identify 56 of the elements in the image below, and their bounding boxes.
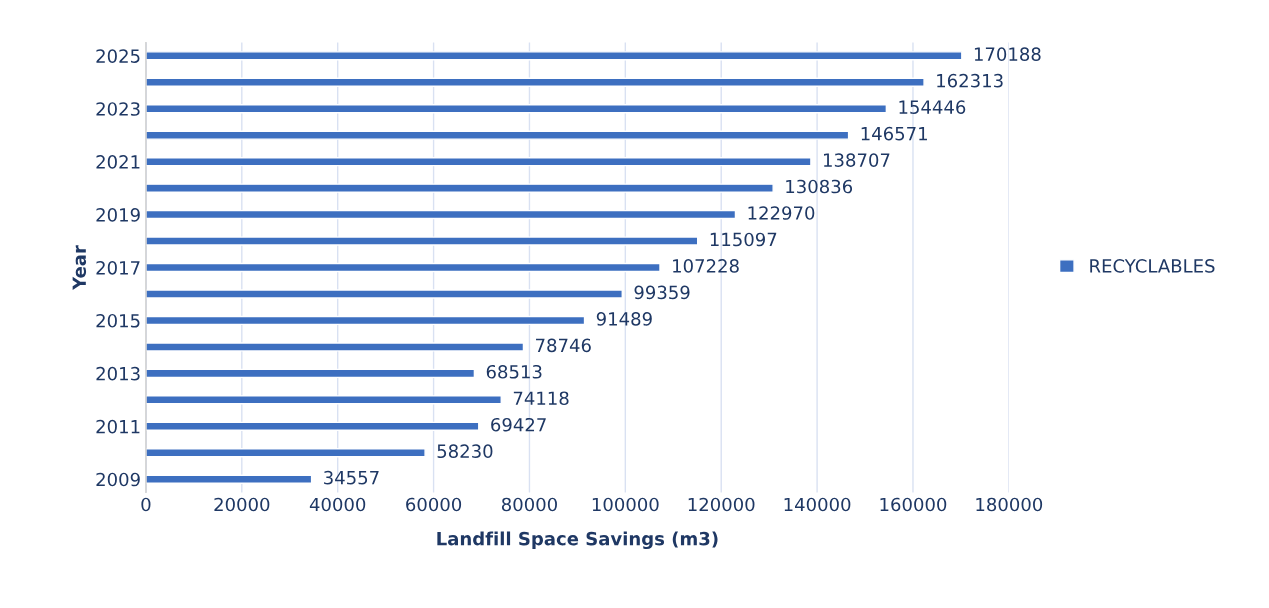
data-label: 74118 xyxy=(513,391,569,406)
data-label: 68513 xyxy=(486,364,542,379)
bar xyxy=(145,395,502,405)
y-tick-label: 2025 xyxy=(96,49,140,63)
y-tick-label: 2009 xyxy=(96,472,140,487)
x-tick-label: 20000 xyxy=(214,497,270,512)
x-tick-label: 40000 xyxy=(309,497,366,512)
bar xyxy=(145,236,699,246)
bar xyxy=(145,156,812,167)
x-tick-label: 160000 xyxy=(880,497,947,512)
bar xyxy=(145,315,586,326)
x-tick-label: 60000 xyxy=(406,497,462,512)
y-tick-label: 2019 xyxy=(96,208,140,222)
bar xyxy=(145,209,737,220)
data-label: 130836 xyxy=(786,179,853,194)
x-axis-title: Landfill Space Savings (m3) xyxy=(437,531,718,550)
data-label: 91489 xyxy=(596,312,652,326)
bar xyxy=(145,448,426,458)
x-tick-label: 80000 xyxy=(501,497,557,512)
data-label: 107228 xyxy=(673,259,739,273)
data-label: 162313 xyxy=(937,73,1003,88)
bar xyxy=(145,421,480,431)
legend-label: RECYCLABLES xyxy=(1090,259,1215,273)
data-label: 34557 xyxy=(324,470,379,485)
data-label: 122970 xyxy=(748,206,815,220)
data-label: 138707 xyxy=(823,153,890,167)
bar xyxy=(145,104,888,114)
bar xyxy=(145,130,850,140)
y-tick-label: 2021 xyxy=(96,155,140,169)
data-label: 78746 xyxy=(536,338,591,353)
data-label: 69427 xyxy=(491,417,546,432)
bar xyxy=(145,368,476,379)
data-label: 146571 xyxy=(861,126,927,141)
bar xyxy=(145,474,313,484)
x-tick-label: 120000 xyxy=(688,497,755,512)
data-label: 115097 xyxy=(710,232,777,247)
bar xyxy=(145,183,774,193)
data-label: 58230 xyxy=(437,444,493,459)
y-axis-title: Year xyxy=(72,245,87,291)
x-tick-label: 0 xyxy=(141,497,151,512)
x-tick-label: 100000 xyxy=(592,497,659,512)
bar xyxy=(145,289,623,299)
data-label: 170188 xyxy=(974,47,1041,62)
x-tick-label: 180000 xyxy=(976,497,1043,512)
y-tick-label: 2013 xyxy=(96,366,140,381)
bar xyxy=(145,262,661,273)
y-tick-label: 2015 xyxy=(96,313,140,328)
y-tick-label: 2017 xyxy=(96,260,140,275)
y-tick-label: 2011 xyxy=(96,419,140,434)
bar xyxy=(145,51,963,61)
data-label: 99359 xyxy=(634,285,690,300)
x-tick-label: 140000 xyxy=(784,497,851,512)
y-tick-label: 2023 xyxy=(96,102,140,116)
data-label: 154446 xyxy=(899,100,966,114)
bar xyxy=(145,342,525,352)
bar xyxy=(145,77,925,87)
